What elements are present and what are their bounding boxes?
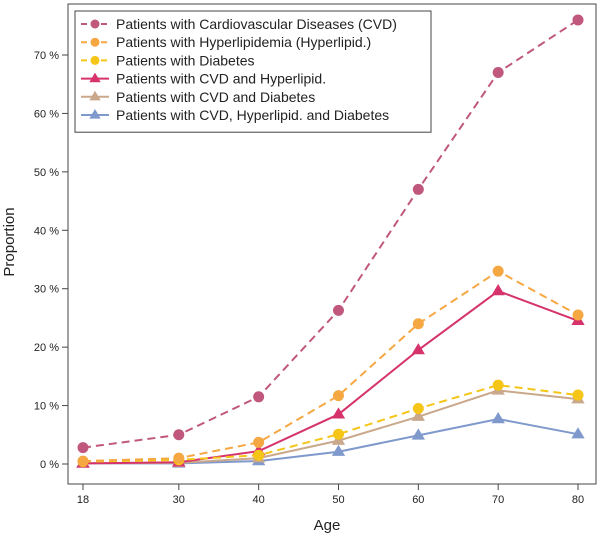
data-point — [78, 456, 89, 467]
data-point — [413, 318, 424, 329]
x-tick-label: 30 — [173, 494, 185, 506]
y-tick-label: 30 % — [34, 284, 59, 296]
data-point — [173, 429, 184, 440]
y-tick-label: 10 % — [34, 401, 59, 413]
legend-marker — [91, 56, 100, 65]
series-4 — [76, 284, 584, 468]
series-3 — [78, 380, 584, 468]
data-point — [332, 407, 345, 418]
y-tick-label: 20 % — [34, 342, 59, 354]
x-tick-label: 60 — [412, 494, 424, 506]
legend-label: Patients with CVD and Hyperlipid. — [116, 71, 326, 87]
x-axis-title: Age — [314, 517, 341, 534]
data-point — [412, 343, 425, 354]
y-tick-label: 0 % — [40, 459, 59, 471]
legend-marker — [91, 38, 100, 47]
legend-marker — [91, 20, 100, 29]
data-point — [492, 284, 505, 295]
legend-label: Patients with CVD and Diabetes — [116, 89, 315, 105]
data-point — [493, 266, 504, 277]
legend: Patients with Cardiovascular Diseases (C… — [75, 11, 431, 132]
data-point — [493, 380, 504, 391]
series-line — [83, 419, 578, 463]
data-point — [253, 391, 264, 402]
data-point — [413, 403, 424, 414]
y-tick-label: 60 % — [34, 108, 59, 120]
data-point — [333, 390, 344, 401]
data-point — [493, 67, 504, 78]
data-point — [253, 437, 264, 448]
y-tick-label: 70 % — [34, 50, 59, 62]
data-point — [492, 412, 505, 423]
legend-item: Patients with CVD, Hyperlipid. and Diabe… — [81, 107, 389, 123]
data-point — [173, 453, 184, 464]
y-axis-title: Proportion — [1, 207, 18, 276]
legend-label: Patients with CVD, Hyperlipid. and Diabe… — [116, 107, 389, 123]
series-5 — [76, 383, 584, 467]
data-point — [573, 14, 584, 25]
x-tick-label: 18 — [77, 494, 89, 506]
x-tick-label: 40 — [253, 494, 265, 506]
legend-item: Patients with CVD and Diabetes — [81, 89, 315, 105]
data-point — [413, 184, 424, 195]
x-tick-label: 70 — [492, 494, 504, 506]
y-tick-label: 50 % — [34, 167, 59, 179]
legend-label: Patients with Diabetes — [116, 52, 255, 68]
legend-label: Patients with Cardiovascular Diseases (C… — [116, 16, 397, 32]
data-point — [333, 305, 344, 316]
legend-item: Patients with CVD and Hyperlipid. — [81, 71, 326, 87]
x-tick-label: 50 — [332, 494, 344, 506]
series-line — [83, 271, 578, 461]
y-tick-label: 40 % — [34, 225, 59, 237]
data-point — [253, 450, 264, 461]
legend-item: Patients with Cardiovascular Diseases (C… — [81, 16, 397, 32]
data-point — [573, 310, 584, 321]
series-line — [83, 385, 578, 462]
data-point — [78, 442, 89, 453]
x-tick-label: 80 — [572, 494, 584, 506]
legend-label: Patients with Hyperlipidemia (Hyperlipid… — [116, 34, 371, 50]
legend-item: Patients with Hyperlipidemia (Hyperlipid… — [81, 34, 371, 50]
data-point — [573, 390, 584, 401]
series-line — [83, 291, 578, 463]
data-point — [333, 429, 344, 440]
